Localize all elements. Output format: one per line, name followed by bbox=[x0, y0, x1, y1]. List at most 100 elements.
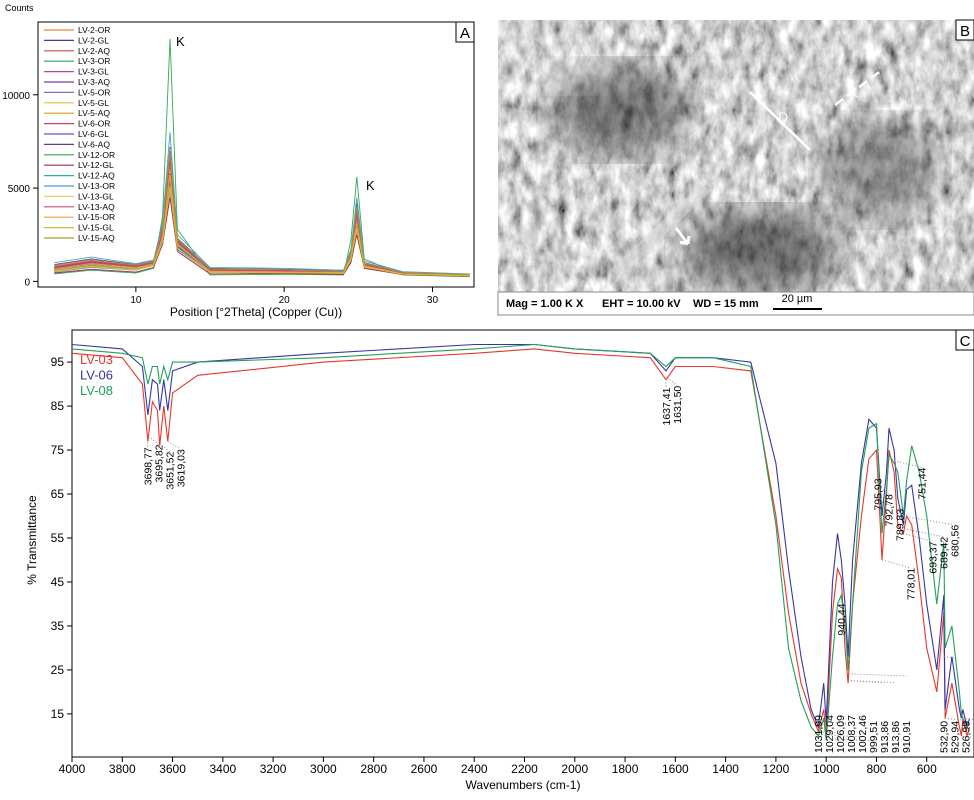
y-tick-label: 5000 bbox=[8, 184, 31, 195]
legend-label: LV-15-GL bbox=[78, 223, 114, 233]
series-line bbox=[71, 343, 971, 730]
peak-label: 751,44 bbox=[916, 467, 928, 499]
peak-label: 795,93 bbox=[872, 478, 884, 510]
peak-leader bbox=[826, 738, 874, 742]
plot-frame bbox=[37, 21, 475, 288]
peak-leader bbox=[148, 436, 160, 445]
x-tick-label: 2800 bbox=[360, 762, 387, 776]
series-line bbox=[54, 146, 470, 275]
legend-label: LV-5-AQ bbox=[78, 108, 110, 118]
peak-label: 3698,77 bbox=[143, 447, 155, 485]
x-tick-label: 4000 bbox=[59, 762, 86, 776]
x-axis-label: Wavenumbers (cm-1) bbox=[466, 778, 581, 792]
peak-label: 1637,41 bbox=[661, 387, 673, 425]
y-tick-label: 25 bbox=[51, 663, 65, 677]
peak-label: 999,51 bbox=[868, 721, 880, 753]
peak-label: 1002,46 bbox=[857, 715, 869, 753]
peak-label: 778,01 bbox=[905, 568, 917, 600]
x-tick-label: 1600 bbox=[662, 762, 689, 776]
peak-leader bbox=[944, 655, 955, 659]
marker-label: K bbox=[848, 84, 858, 100]
sem-info: WD = 15 mm bbox=[693, 298, 759, 310]
peak-leader bbox=[159, 443, 171, 453]
legend-label: LV-13-OR bbox=[78, 181, 115, 191]
y-tick-label: 75 bbox=[51, 443, 65, 457]
peak-label: 789,83 bbox=[894, 509, 906, 541]
legend-label: LV-2-OR bbox=[78, 25, 110, 35]
x-tick-label: 3800 bbox=[109, 762, 136, 776]
legend-label: LV-5-GL bbox=[78, 98, 109, 108]
series-line bbox=[54, 174, 470, 276]
scale-bar-label: 20 µm bbox=[782, 293, 813, 305]
legend-label: LV-12-GL bbox=[78, 160, 114, 170]
peak-label: 689,42 bbox=[938, 537, 950, 569]
legend-label: LV-13-AQ bbox=[78, 202, 115, 212]
x-tick-label: 3000 bbox=[310, 762, 337, 776]
legend-label: LV-2-GL bbox=[78, 35, 109, 45]
x-tick-label: 3600 bbox=[159, 762, 186, 776]
sem-info: EHT = 10.00 kV bbox=[602, 298, 681, 310]
y-tick-label: 55 bbox=[51, 531, 65, 545]
legend-label: LV-5-OR bbox=[78, 87, 110, 97]
peak-label: 913,86 bbox=[879, 721, 891, 753]
series-line bbox=[54, 38, 470, 278]
x-tick-label: 1800 bbox=[612, 762, 639, 776]
panel-label: C bbox=[960, 333, 971, 350]
peak-leader bbox=[903, 532, 933, 542]
x-axis-label: Position [°2Theta] (Copper (Cu)) bbox=[170, 305, 342, 319]
y-tick-label: 15 bbox=[51, 707, 65, 721]
peak-label: 913,86 bbox=[890, 721, 902, 753]
peak-label: 3619,03 bbox=[176, 449, 188, 487]
legend-label: LV-6-AQ bbox=[78, 139, 110, 149]
sem-panel: D K Mag = 1.00 K X EHT = 10.00 kV WD = 1… bbox=[497, 19, 974, 316]
peak-label: 3651,52 bbox=[165, 451, 177, 489]
series-line bbox=[54, 152, 470, 276]
peak-leader bbox=[825, 734, 863, 738]
plot-frame bbox=[71, 329, 974, 758]
x-tick-label: 2000 bbox=[561, 762, 588, 776]
x-tick-label: 2200 bbox=[511, 762, 538, 776]
peak-label: 1029,04 bbox=[824, 715, 836, 753]
sem-shading bbox=[500, 30, 940, 290]
y-axis-label: Counts bbox=[5, 3, 34, 13]
peak-label: K bbox=[176, 34, 185, 49]
peak-label: 1631,50 bbox=[672, 386, 684, 424]
x-tick-label: 3200 bbox=[260, 762, 287, 776]
peak-leader bbox=[945, 717, 966, 721]
peak-leader bbox=[881, 559, 911, 569]
x-tick-label: 600 bbox=[917, 762, 937, 776]
series-line bbox=[54, 173, 470, 276]
legend-label: LV-3-OR bbox=[78, 56, 110, 66]
peak-leader bbox=[667, 377, 678, 387]
y-tick-label: 10000 bbox=[2, 91, 30, 102]
series-line bbox=[54, 187, 470, 277]
x-tick-label: 1200 bbox=[763, 762, 790, 776]
y-tick-label: 95 bbox=[51, 355, 65, 369]
peak-label: 693,37 bbox=[927, 541, 939, 573]
peak-label: 462,02 bbox=[972, 721, 974, 753]
legend-label: LV-3-AQ bbox=[78, 77, 110, 87]
x-tick-label: 30 bbox=[427, 295, 439, 306]
legend-label: LV-2-AQ bbox=[78, 46, 110, 56]
legend-label: LV-06 bbox=[80, 368, 113, 383]
series-line bbox=[54, 148, 470, 275]
y-tick-label: 0 bbox=[24, 277, 30, 288]
series-line bbox=[54, 158, 470, 276]
peak-leader bbox=[877, 485, 889, 495]
x-tick-label: 1000 bbox=[813, 762, 840, 776]
y-tick-label: 45 bbox=[51, 575, 65, 589]
peak-label: K bbox=[366, 178, 375, 193]
x-tick-label: 20 bbox=[279, 295, 291, 306]
peak-leader bbox=[848, 673, 907, 677]
series-line bbox=[54, 197, 470, 277]
series-line bbox=[54, 154, 470, 276]
peak-label: 680,56 bbox=[949, 525, 961, 557]
y-tick-label: 35 bbox=[51, 619, 65, 633]
marker-label: D bbox=[778, 109, 788, 125]
legend-label: LV-03 bbox=[80, 352, 113, 367]
x-tick-label: 800 bbox=[866, 762, 886, 776]
peak-label: 526,99 bbox=[961, 721, 973, 753]
peak-label: 910,91 bbox=[901, 721, 913, 753]
